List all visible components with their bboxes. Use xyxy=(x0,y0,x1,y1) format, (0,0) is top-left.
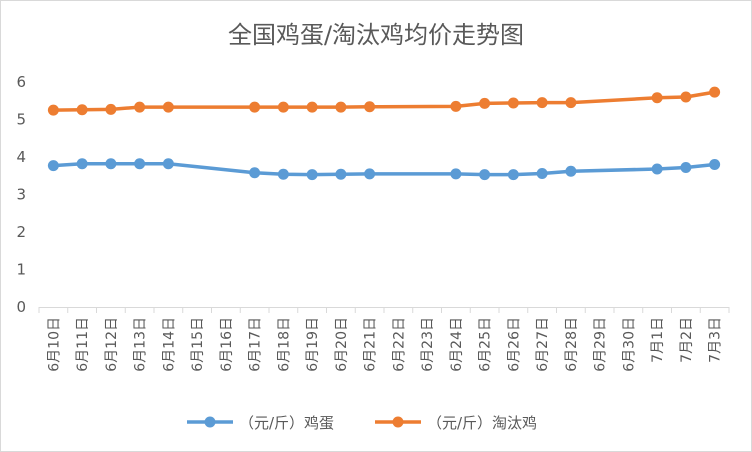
data-point xyxy=(76,104,88,116)
data-point xyxy=(565,165,577,177)
legend-label: （元/斤）淘汰鸡 xyxy=(427,414,537,432)
x-tick-label: 6月22日 xyxy=(391,317,407,372)
data-point xyxy=(364,168,376,180)
data-point xyxy=(565,97,577,109)
data-point xyxy=(680,91,692,103)
legend-item: （元/斤）淘汰鸡 xyxy=(375,414,537,432)
x-tick-label: 6月10日 xyxy=(46,317,62,372)
x-tick-label: 6月26日 xyxy=(506,317,522,372)
y-tick-label: 3 xyxy=(16,186,26,204)
y-tick-label: 6 xyxy=(16,73,26,91)
x-tick-label: 6月18日 xyxy=(276,317,292,372)
x-tick-label: 6月27日 xyxy=(535,317,551,372)
x-tick-label: 6月28日 xyxy=(564,317,580,372)
data-point xyxy=(134,101,146,113)
x-tick-label: 6月15日 xyxy=(190,317,206,372)
x-tick-label: 6月30日 xyxy=(621,317,637,372)
x-tick-label: 6月29日 xyxy=(593,317,609,372)
data-point xyxy=(306,169,318,181)
series-line xyxy=(51,162,717,177)
x-tick-label: 6月21日 xyxy=(363,317,379,372)
data-point xyxy=(277,168,289,180)
legend-marker xyxy=(392,416,404,428)
data-point xyxy=(47,160,59,172)
y-tick-label: 0 xyxy=(16,298,26,316)
data-point xyxy=(651,163,663,175)
data-point xyxy=(450,168,462,180)
x-tick-label: 6月12日 xyxy=(104,317,120,372)
x-tick-label: 6月23日 xyxy=(420,317,436,372)
series-line xyxy=(51,90,717,112)
data-point xyxy=(364,101,376,113)
data-point xyxy=(134,158,146,170)
data-point xyxy=(76,158,88,170)
data-point xyxy=(709,159,721,170)
x-tick-label: 6月14日 xyxy=(161,317,177,372)
y-tick-label: 1 xyxy=(16,261,26,279)
x-tick-label: 7月3日 xyxy=(708,317,724,363)
y-tick-label: 5 xyxy=(16,111,26,129)
data-point xyxy=(47,104,59,116)
data-point xyxy=(680,162,692,173)
data-point xyxy=(450,100,462,112)
legend-marker xyxy=(204,416,216,428)
chart-title: 全国鸡蛋/淘汰鸡均价走势图 xyxy=(228,21,524,49)
data-point xyxy=(249,101,261,113)
axes: 0 1 2 3 4 5 6 6月10日 6月11日 6月12日 6月13日 6月14日 6月15日 6月1… xyxy=(16,73,730,372)
x-tick-label: 7月2日 xyxy=(679,317,695,363)
data-point xyxy=(651,92,663,104)
legend-item: （元/斤）鸡蛋 xyxy=(187,414,334,432)
data-point xyxy=(306,101,318,113)
data-point xyxy=(479,97,491,109)
legend-label: （元/斤）鸡蛋 xyxy=(239,414,334,432)
y-tick-label: 4 xyxy=(16,148,26,166)
series-1 xyxy=(47,86,721,116)
data-point xyxy=(507,97,519,109)
y-tick-label: 2 xyxy=(16,223,26,241)
data-point xyxy=(479,169,491,181)
data-point xyxy=(277,101,289,113)
x-tick-label: 6月13日 xyxy=(133,317,149,372)
x-tick-label: 6月24日 xyxy=(449,317,465,372)
data-point xyxy=(536,97,548,109)
legend: （元/斤）鸡蛋 （元/斤）淘汰鸡 xyxy=(187,414,537,432)
x-tick-label: 6月20日 xyxy=(334,317,350,372)
data-point xyxy=(507,169,519,181)
data-point xyxy=(335,168,347,180)
x-tick-label: 7月1日 xyxy=(650,317,666,363)
data-point xyxy=(335,101,347,113)
data-point xyxy=(249,167,261,179)
data-point xyxy=(709,86,721,98)
x-tick-label: 6月17日 xyxy=(248,317,264,372)
data-point xyxy=(536,168,548,179)
series-0 xyxy=(47,158,721,181)
x-tick-label: 6月25日 xyxy=(478,317,494,372)
data-point xyxy=(162,158,174,170)
data-point xyxy=(105,158,117,170)
data-point xyxy=(162,101,174,113)
series-layer xyxy=(47,86,721,181)
x-tick-label: 6月16日 xyxy=(219,317,235,372)
data-point xyxy=(105,103,117,115)
x-tick-label: 6月11日 xyxy=(75,317,91,372)
x-tick-label: 6月19日 xyxy=(305,317,321,372)
